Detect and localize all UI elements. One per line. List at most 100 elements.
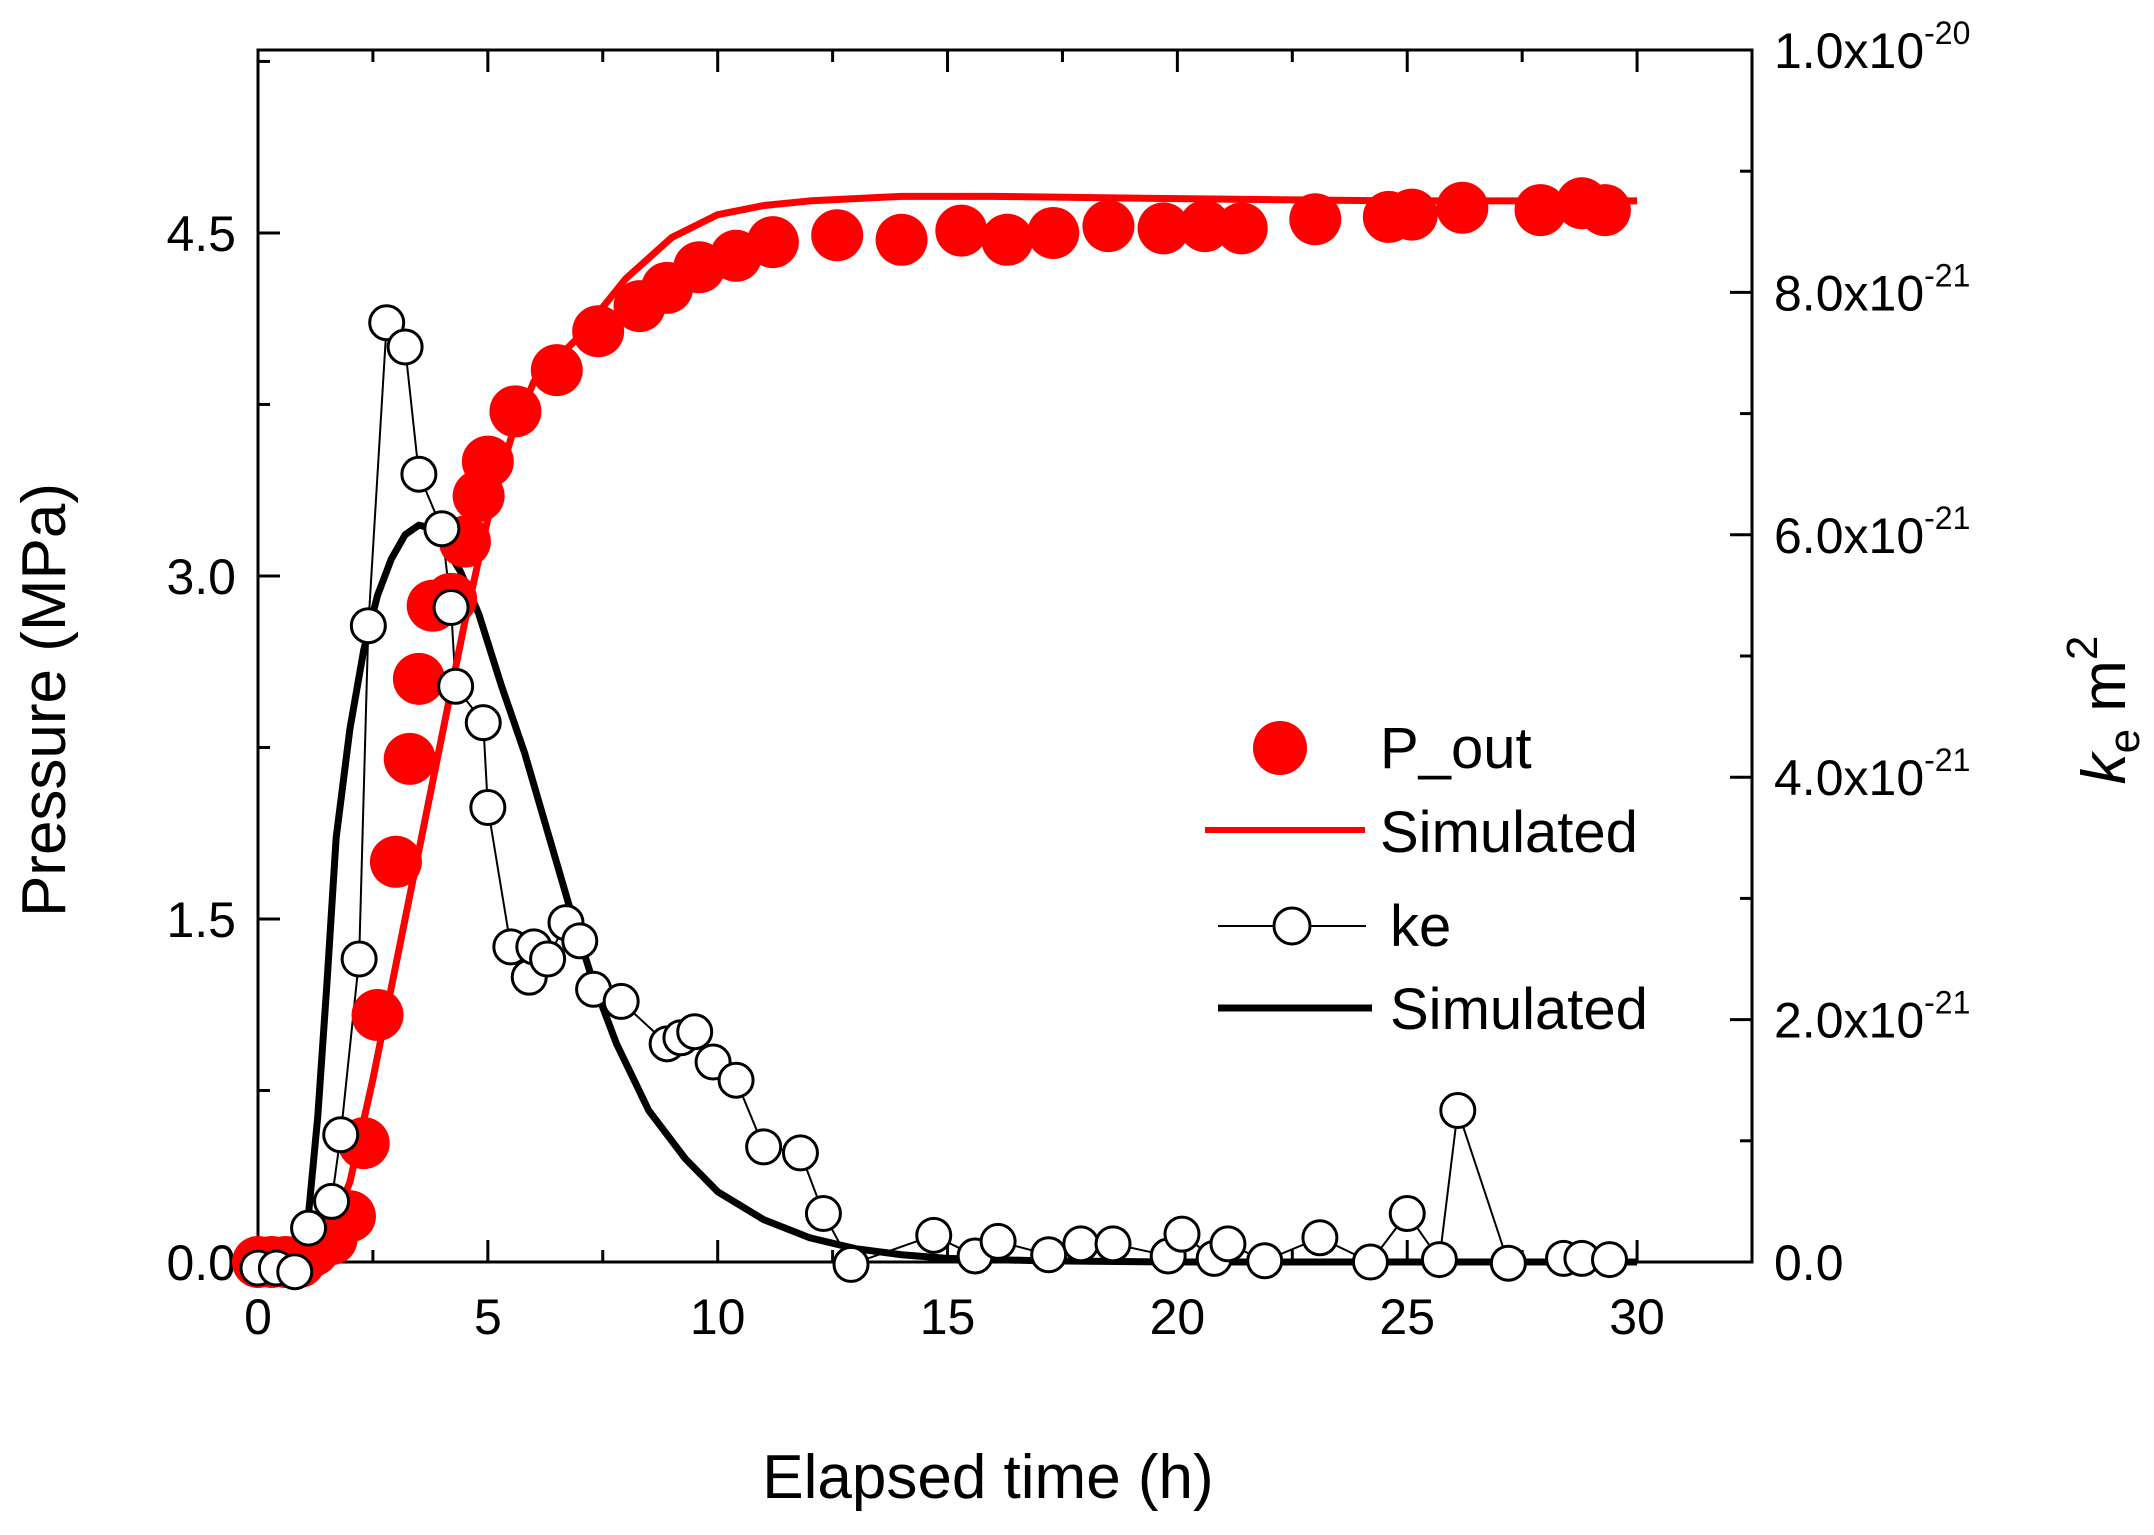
- x-tick-label: 10: [690, 1289, 746, 1345]
- legend-label-simulated-red: Simulated: [1380, 800, 1638, 865]
- ke-point: [1246, 1242, 1284, 1280]
- y-right-tick-label: 0.0: [1774, 1235, 1844, 1291]
- y-left-tick-label: 1.5: [166, 892, 236, 948]
- ke-point: [368, 304, 406, 342]
- ke-point: [1163, 1215, 1201, 1253]
- p-out-point: [1215, 202, 1268, 255]
- y-right-tick-label: 6.0x10-21: [1774, 500, 1970, 564]
- y-left-tick-label: 4.5: [166, 206, 236, 262]
- legend: P_out Simulated ke Simulated: [1205, 716, 1648, 1042]
- ke-point: [804, 1195, 842, 1233]
- y-right-tick-label: 4.0x10-21: [1774, 742, 1970, 806]
- ke-point: [602, 982, 640, 1020]
- p-out-point: [392, 652, 445, 705]
- y-axis-right-title-gap: [2070, 712, 2139, 729]
- p-out-point: [1436, 181, 1489, 234]
- y-axis-left-title: Pressure (MPa): [10, 483, 79, 917]
- p-out-point: [1178, 200, 1231, 253]
- p-out-point: [530, 344, 583, 397]
- ke-point: [561, 922, 599, 960]
- y-right-tick-label-base: 0.0: [1774, 1235, 1844, 1291]
- p-out-point: [935, 204, 988, 257]
- ke-point: [276, 1253, 314, 1291]
- y-right-tick-label-base: 4.0x10: [1774, 750, 1924, 806]
- legend-label-ke: ke: [1390, 894, 1451, 959]
- ke-point: [1439, 1092, 1477, 1129]
- ke-point: [781, 1134, 819, 1172]
- ke-point: [437, 667, 475, 705]
- x-tick-label: 5: [474, 1289, 502, 1345]
- x-tick-label: 30: [1609, 1289, 1665, 1345]
- ke-point: [432, 589, 470, 627]
- y-right-tick-label-exp: -21: [1924, 500, 1970, 536]
- ke-point: [1351, 1243, 1389, 1281]
- y-left-tick-label: 0.0: [166, 1235, 236, 1291]
- y-axis-right-title: ke m2: [2058, 636, 2149, 785]
- p-out-point: [1578, 184, 1631, 237]
- y-right-tick-label-exp: -21: [1924, 742, 1970, 778]
- y-axis-right: 0.02.0x10-214.0x10-216.0x10-218.0x10-211…: [1730, 15, 1970, 1291]
- x-tick-label: 25: [1379, 1289, 1435, 1345]
- p-out-point: [1082, 200, 1135, 253]
- ke-point: [717, 1061, 755, 1099]
- p-out-point: [572, 305, 625, 358]
- series-layer: [232, 177, 1638, 1291]
- ke-point: [1062, 1225, 1100, 1263]
- ke-point: [340, 940, 378, 978]
- p-out-point: [351, 989, 404, 1042]
- ke-point: [1209, 1225, 1247, 1263]
- y-right-tick-label-exp: -21: [1924, 257, 1970, 293]
- p-out-point: [875, 213, 928, 266]
- p-out-point: [489, 385, 542, 438]
- ke-point: [349, 607, 387, 645]
- y-right-tick-label-base: 1.0x10: [1774, 23, 1924, 79]
- y-right-tick-label-exp: -21: [1924, 985, 1970, 1021]
- p-out-point: [1027, 206, 1080, 259]
- ke-point: [469, 789, 507, 826]
- p-out-point: [981, 213, 1034, 266]
- x-axis: 0 5 10 15 20 25 30: [244, 50, 1665, 1345]
- p-out-point: [461, 435, 514, 488]
- y-right-tick-label: 1.0x10-20: [1774, 15, 1970, 79]
- p-out-point: [746, 216, 799, 269]
- y-axis-left: 0.0 1.5 3.0 4.5: [166, 59, 280, 1291]
- ke-point: [1301, 1219, 1339, 1257]
- ke-point: [1094, 1225, 1132, 1263]
- ke-point: [1388, 1195, 1426, 1233]
- y-left-tick-label: 3.0: [166, 549, 236, 605]
- p-out-point: [1289, 193, 1342, 246]
- x-tick-label: 20: [1150, 1289, 1206, 1345]
- ke-point: [464, 704, 502, 742]
- ke-point: [313, 1182, 351, 1220]
- p-out-point: [1514, 184, 1567, 237]
- legend-marker-p-out: [1253, 721, 1307, 775]
- y-right-tick-label: 2.0x10-21: [1774, 985, 1970, 1049]
- ke-point: [1489, 1244, 1527, 1282]
- ke-point: [290, 1209, 328, 1247]
- ke-point: [1590, 1241, 1628, 1279]
- ke-point: [915, 1216, 953, 1254]
- y-axis-right-title-unit: m: [2070, 660, 2139, 712]
- ke-point: [322, 1116, 360, 1154]
- y-right-tick-label-base: 2.0x10: [1774, 993, 1924, 1049]
- ke-point: [1030, 1236, 1068, 1274]
- legend-marker-ke: [1272, 906, 1312, 946]
- y-right-tick-label: 8.0x10-21: [1774, 257, 1970, 321]
- ke-point: [529, 940, 567, 978]
- p-out-point: [811, 209, 864, 262]
- ke-point: [386, 328, 424, 366]
- ke-point: [1420, 1241, 1458, 1279]
- series-ke-line: [258, 319, 1610, 1273]
- p-out-point: [1385, 188, 1438, 241]
- y-right-tick-label-base: 6.0x10: [1774, 508, 1924, 564]
- y-axis-right-title-sub: e: [2100, 729, 2149, 753]
- ke-point: [676, 1013, 714, 1051]
- ke-point: [423, 510, 461, 548]
- legend-label-p-out: P_out: [1380, 716, 1532, 781]
- p-out-point: [369, 835, 422, 888]
- y-axis-right-title-base: k: [2070, 750, 2139, 784]
- ke-point: [979, 1222, 1017, 1260]
- legend-label-simulated-black: Simulated: [1390, 977, 1648, 1042]
- y-right-tick-label-base: 8.0x10: [1774, 265, 1924, 321]
